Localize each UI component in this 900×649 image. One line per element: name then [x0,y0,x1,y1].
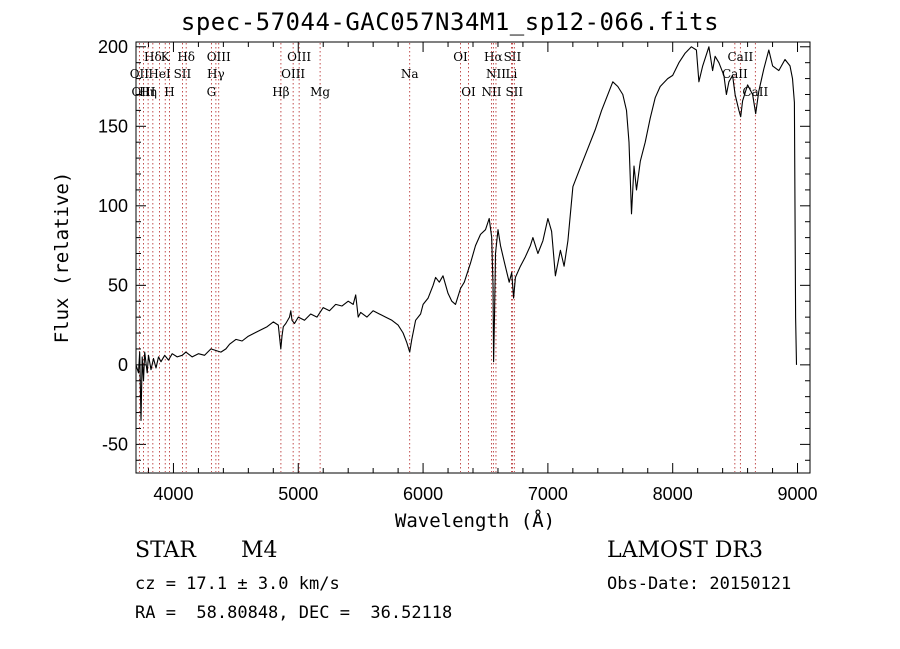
x-tick-label: 9000 [777,484,817,504]
spectral-line-label: OI [453,50,468,64]
spectrum-line [135,46,798,422]
spectral-line-label: OIII [207,50,231,64]
spectral-subclass: M4 [241,538,278,563]
spectral-line-label: Hγ [207,67,225,81]
plot-frame [135,41,811,474]
x-axis-label: Wavelength (Å) [395,509,555,532]
obs-date: Obs-Date: 20150121 [607,574,792,594]
y-tick-label: 200 [98,37,128,57]
y-tick-label: 150 [98,116,128,136]
spectral-line-label: Mg [310,85,330,99]
x-tick-label: 7000 [528,484,568,504]
spectral-line-label: Hβ [272,85,289,99]
y-tick-label: 0 [118,355,128,375]
spectral-line-label: Li [506,67,518,81]
x-tick-label: 8000 [653,484,693,504]
redshift-readout: cz = 17.1 ± 3.0 km/s [135,574,340,594]
spectral-line-label: OIII [131,85,155,99]
x-tick-label: 6000 [403,484,443,504]
y-tick-label: 50 [108,275,128,295]
spectral-line-label: OIII [287,50,311,64]
x-tick-label: 4000 [153,484,193,504]
spectral-line-label: G [207,85,217,99]
object-class: STAR [135,538,196,563]
coordinates: RA = 58.80848, DEC = 36.52118 [135,603,453,623]
spectral-line-label: SII [504,50,522,64]
y-axis-label: Flux (relative) [51,172,73,344]
spectral-line-label: Hη [139,85,157,99]
y-tick-label: -50 [102,434,128,454]
spectral-line-label: SII [174,67,192,81]
survey-label: LAMOST DR3 [607,538,763,563]
spectral-line-label: OII [130,67,150,81]
spectral-line-label: CaII [742,85,768,99]
spectral-line-label: OI [461,85,476,99]
chart-title: spec-57044-GAC057N34M1_sp12-066.fits [180,8,720,36]
spectral-line-label: OIII [281,67,305,81]
spectral-line-label: Na [401,67,419,81]
spectral-line-label: CaII [727,50,753,64]
spectral-line-label: SII [505,85,523,99]
spectral-line-label: Hα [484,50,503,64]
y-tick-label: 100 [98,196,128,216]
spectral-line-label: NII [481,85,501,99]
spectral-line-label: Hδ [144,50,162,64]
spectral-line-label: CaII [722,67,748,81]
spectral-line-label: HeI [148,67,171,81]
spectral-line-label: Hδ [177,50,195,64]
x-tick-label: 5000 [278,484,318,504]
spectral-line-label: NII [486,67,506,81]
spectral-line-label: K [161,50,171,64]
spectral-line-label: H [164,85,174,99]
